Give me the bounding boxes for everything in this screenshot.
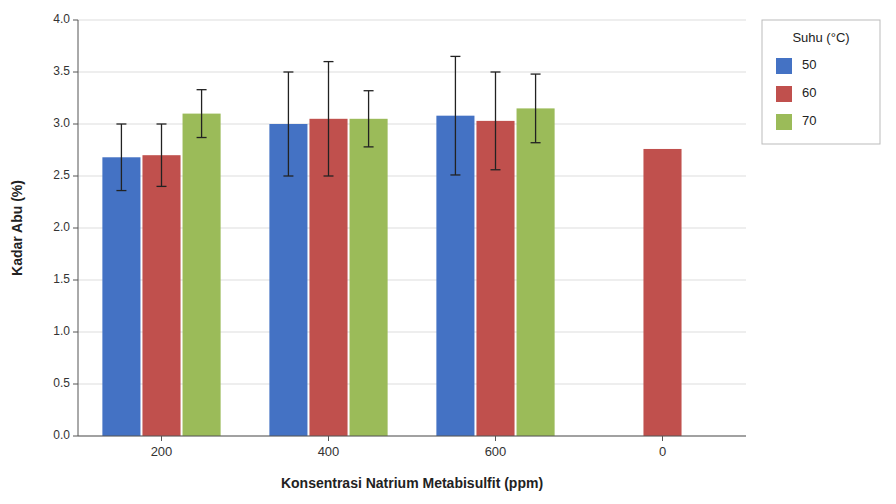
error-bar-stem — [495, 72, 496, 170]
error-bar-cap — [450, 56, 460, 57]
error-bar — [364, 91, 374, 147]
error-bar-cap — [491, 169, 501, 170]
y-tick — [73, 384, 78, 385]
y-tick-label: 1.0 — [53, 324, 70, 338]
y-tick — [73, 72, 78, 73]
x-tick — [328, 436, 329, 441]
x-tick-label: 400 — [318, 444, 340, 459]
grid — [78, 20, 746, 436]
legend-swatch — [776, 86, 792, 102]
bar — [102, 157, 140, 436]
y-axis-label: Kadar Abu (%) — [9, 180, 25, 276]
error-bar-stem — [328, 62, 329, 176]
y-tick — [73, 436, 78, 437]
error-bar-stem — [201, 90, 202, 138]
legend-label: 60 — [802, 85, 816, 100]
bar — [183, 114, 221, 436]
y-tick — [73, 332, 78, 333]
series-group — [183, 74, 555, 436]
error-bar — [491, 72, 501, 170]
error-bar — [531, 74, 541, 143]
chart-container: 0.0 0.5 1.0 1.5 2.0 2.5 3.0 3.5 4.0 200 400 600 0 Kon… — [0, 0, 896, 504]
x-axis: 200 400 600 0 — [78, 436, 746, 459]
y-tick-label: 3.5 — [53, 64, 70, 78]
error-bar-cap — [116, 123, 126, 124]
series-group — [102, 56, 474, 436]
error-bar-stem — [288, 72, 289, 176]
x-axis-label: Konsentrasi Natrium Metabisulfit (ppm) — [281, 475, 543, 491]
legend-label: 70 — [802, 113, 816, 128]
error-bar — [450, 56, 460, 175]
error-bar — [197, 90, 207, 138]
chart-svg: 0.0 0.5 1.0 1.5 2.0 2.5 3.0 3.5 4.0 200 400 600 0 Kon… — [0, 0, 896, 504]
y-axis: 0.0 0.5 1.0 1.5 2.0 2.5 3.0 3.5 4.0 — [53, 12, 78, 442]
y-tick-label: 0.5 — [53, 376, 70, 390]
error-bar-cap — [197, 137, 207, 138]
x-tick-label: 200 — [151, 444, 173, 459]
error-bar-cap — [531, 142, 541, 143]
error-bar-stem — [535, 74, 536, 143]
error-bar-cap — [157, 123, 167, 124]
y-tick-label: 2.5 — [53, 168, 70, 182]
x-axis-line — [78, 436, 746, 437]
grid-line — [78, 72, 746, 73]
error-bar-cap — [324, 61, 334, 62]
error-bar-cap — [364, 90, 374, 91]
error-bar-stem — [368, 91, 369, 147]
bars — [102, 56, 681, 436]
error-bar-cap — [283, 175, 293, 176]
grid-line — [78, 124, 746, 125]
x-tick — [161, 436, 162, 441]
x-tick — [662, 436, 663, 441]
y-axis-line — [78, 20, 79, 436]
legend-title: Suhu (°C) — [792, 30, 849, 45]
error-bar-cap — [531, 73, 541, 74]
error-bar-cap — [157, 186, 167, 187]
legend-box — [762, 20, 880, 144]
bar — [142, 155, 180, 436]
error-bar-cap — [324, 175, 334, 176]
error-bar-stem — [121, 124, 122, 191]
bar — [350, 119, 388, 436]
y-tick — [73, 280, 78, 281]
legend-swatch — [776, 114, 792, 130]
x-tick-label: 600 — [485, 444, 507, 459]
error-bar — [116, 124, 126, 191]
error-bar-cap — [450, 174, 460, 175]
y-tick-label: 4.0 — [53, 12, 70, 26]
y-tick-label: 1.5 — [53, 272, 70, 286]
legend-swatch — [776, 58, 792, 74]
error-bar-cap — [116, 190, 126, 191]
y-tick — [73, 124, 78, 125]
y-tick — [73, 20, 78, 21]
error-bar-cap — [491, 71, 501, 72]
y-tick — [73, 176, 78, 177]
series-group — [142, 62, 681, 436]
legend: Suhu (°C) 50 60 70 — [762, 20, 880, 144]
error-bar — [157, 124, 167, 186]
y-tick-label: 0.0 — [53, 428, 70, 442]
x-tick — [495, 436, 496, 441]
y-tick-label: 2.0 — [53, 220, 70, 234]
error-bar-cap — [197, 89, 207, 90]
error-bar-stem — [455, 56, 456, 175]
x-tick-label: 0 — [659, 444, 666, 459]
y-tick — [73, 228, 78, 229]
error-bar-stem — [161, 124, 162, 186]
grid-line — [78, 20, 746, 21]
bar — [517, 108, 555, 436]
error-bar — [283, 72, 293, 176]
bar — [643, 149, 681, 436]
error-bar — [324, 62, 334, 176]
error-bar-cap — [364, 146, 374, 147]
y-tick-label: 3.0 — [53, 116, 70, 130]
error-bar-cap — [283, 71, 293, 72]
grid-line — [78, 436, 746, 437]
legend-label: 50 — [802, 57, 816, 72]
